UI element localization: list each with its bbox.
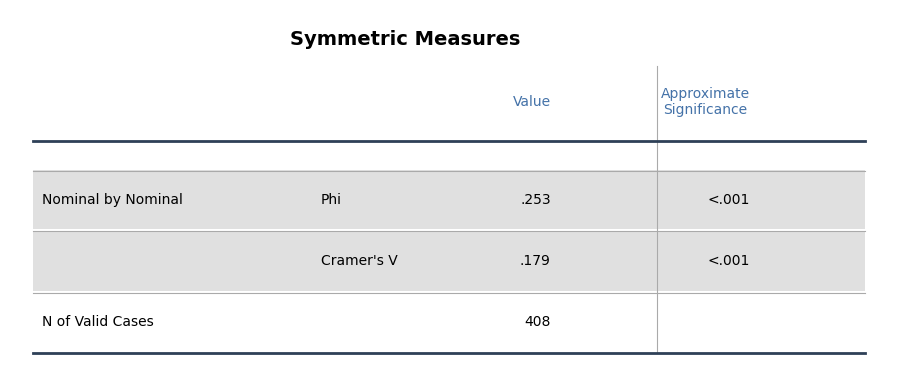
Text: Approximate
Significance: Approximate Significance [660,87,750,117]
FancyBboxPatch shape [33,170,865,229]
Text: N of Valid Cases: N of Valid Cases [42,315,154,329]
Text: Cramer's V: Cramer's V [321,254,398,268]
Text: <.001: <.001 [708,193,750,206]
Text: Nominal by Nominal: Nominal by Nominal [42,193,183,206]
Text: .253: .253 [520,193,550,206]
FancyBboxPatch shape [33,231,865,291]
Text: .179: .179 [520,254,550,268]
Text: Value: Value [513,95,550,109]
Text: Symmetric Measures: Symmetric Measures [290,30,520,49]
Text: <.001: <.001 [708,254,750,268]
Text: 408: 408 [524,315,550,329]
Text: Phi: Phi [321,193,342,206]
FancyBboxPatch shape [33,292,865,352]
